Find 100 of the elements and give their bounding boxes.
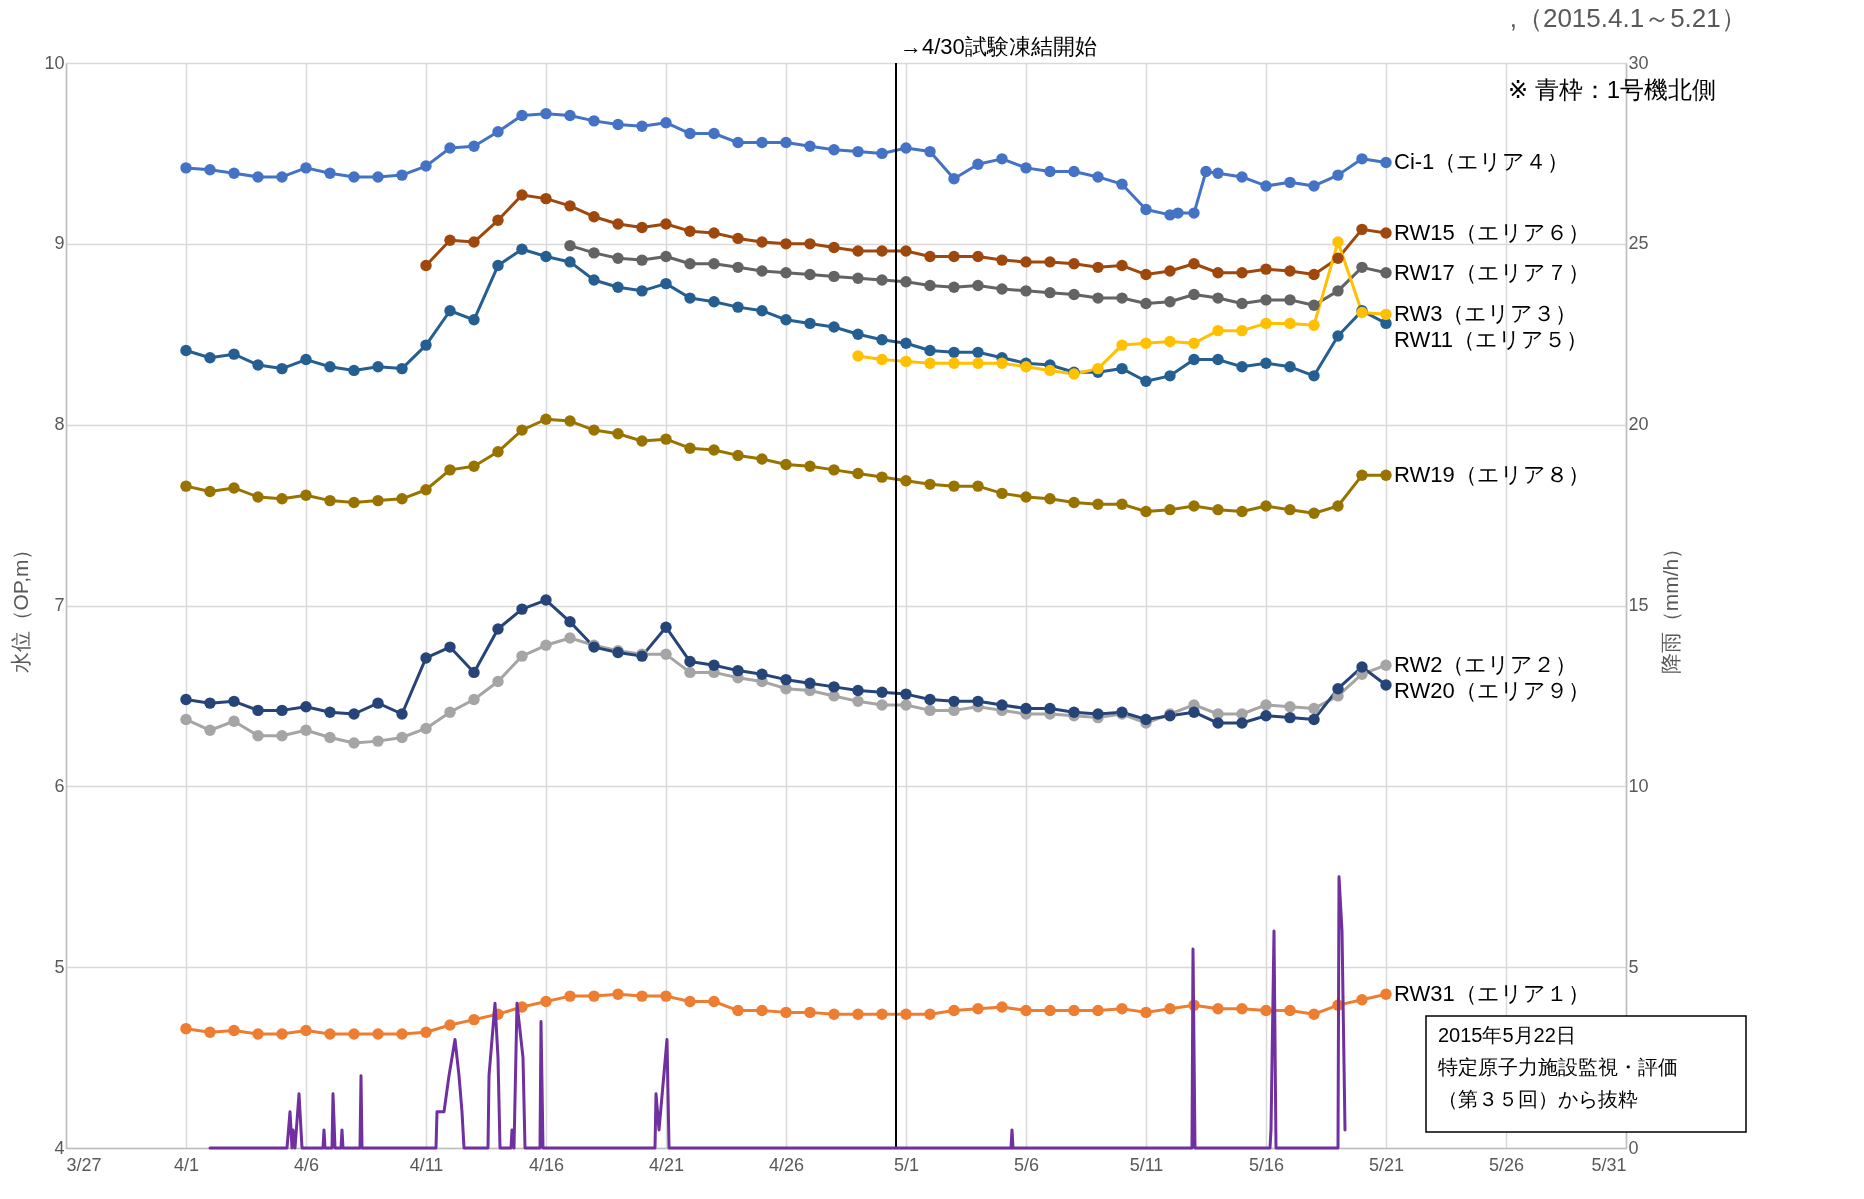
point <box>1260 710 1272 722</box>
point <box>900 337 912 349</box>
point <box>1212 717 1224 729</box>
point <box>204 1026 216 1038</box>
point <box>708 127 720 140</box>
point <box>780 458 792 471</box>
point <box>996 153 1008 165</box>
point <box>924 279 936 292</box>
point <box>996 254 1008 266</box>
point <box>636 254 648 266</box>
point <box>228 715 240 727</box>
point <box>276 1028 288 1040</box>
point <box>852 1008 864 1020</box>
point <box>1044 1004 1056 1017</box>
point <box>1044 364 1056 377</box>
point <box>300 701 312 713</box>
point <box>1260 317 1272 330</box>
point <box>324 1028 336 1040</box>
point <box>1068 1004 1080 1017</box>
point <box>252 704 264 717</box>
point <box>948 357 960 369</box>
point <box>1020 491 1032 503</box>
y-tick-label: 7 <box>54 595 65 615</box>
y-tick-label: 10 <box>44 52 65 73</box>
point <box>228 167 240 179</box>
y-axis-title: 水位（OP,m） <box>9 538 33 674</box>
point <box>1068 165 1080 178</box>
point <box>828 144 840 156</box>
point <box>372 1028 384 1040</box>
y2-tick-label: 10 <box>1628 775 1649 796</box>
point <box>1140 203 1152 216</box>
point <box>396 1028 408 1040</box>
point <box>948 480 960 492</box>
point <box>348 737 360 749</box>
point <box>1260 699 1272 711</box>
point <box>348 496 360 509</box>
point <box>1356 223 1368 236</box>
point <box>876 353 888 366</box>
point <box>684 442 696 454</box>
point <box>636 435 648 447</box>
point <box>660 433 672 445</box>
point <box>1116 178 1128 190</box>
point <box>444 305 456 317</box>
point <box>708 995 720 1008</box>
point <box>444 706 456 718</box>
point <box>444 464 456 476</box>
point <box>348 364 360 377</box>
point <box>1356 469 1368 481</box>
point <box>612 428 624 440</box>
y-tick-label: 5 <box>54 956 65 977</box>
point <box>780 673 792 686</box>
point <box>1236 171 1248 183</box>
point <box>876 699 888 711</box>
point <box>1356 153 1368 165</box>
point <box>804 677 816 689</box>
point <box>180 713 192 726</box>
point <box>852 467 864 480</box>
point <box>252 359 264 371</box>
point <box>420 722 432 735</box>
point <box>468 236 480 248</box>
point <box>420 160 432 172</box>
point <box>900 355 912 368</box>
point <box>1188 706 1200 718</box>
point <box>1164 296 1176 308</box>
point <box>1308 507 1320 519</box>
point <box>900 1008 912 1020</box>
point <box>852 245 864 257</box>
x-tick-label: 5/16 <box>1248 1154 1285 1175</box>
point <box>924 478 936 491</box>
point <box>924 250 936 263</box>
point <box>1116 292 1128 304</box>
series-label: RW20（エリア９） <box>1394 678 1590 704</box>
point <box>204 485 216 498</box>
y2-axis-title: 降雨（mm/h） <box>1658 537 1682 675</box>
y2-tick-label: 20 <box>1628 414 1649 435</box>
point <box>1164 370 1176 382</box>
point <box>924 145 936 158</box>
x-tick-label: 4/11 <box>409 1154 444 1175</box>
point <box>612 988 624 1000</box>
point <box>780 1006 792 1019</box>
point <box>420 1026 432 1038</box>
point <box>1092 708 1104 720</box>
point <box>564 632 576 644</box>
point <box>1092 292 1104 304</box>
point <box>876 147 888 160</box>
point <box>1188 258 1200 270</box>
point <box>1188 207 1200 219</box>
y2-tick-label: 0 <box>1628 1137 1639 1158</box>
point <box>828 241 840 254</box>
point <box>396 169 408 181</box>
point <box>372 494 384 507</box>
point <box>732 664 744 677</box>
point <box>204 352 216 364</box>
point <box>396 708 408 720</box>
point <box>1200 165 1212 178</box>
point <box>444 641 456 653</box>
point <box>1332 500 1344 512</box>
point <box>204 724 216 736</box>
point <box>204 164 216 176</box>
point <box>1164 503 1176 516</box>
